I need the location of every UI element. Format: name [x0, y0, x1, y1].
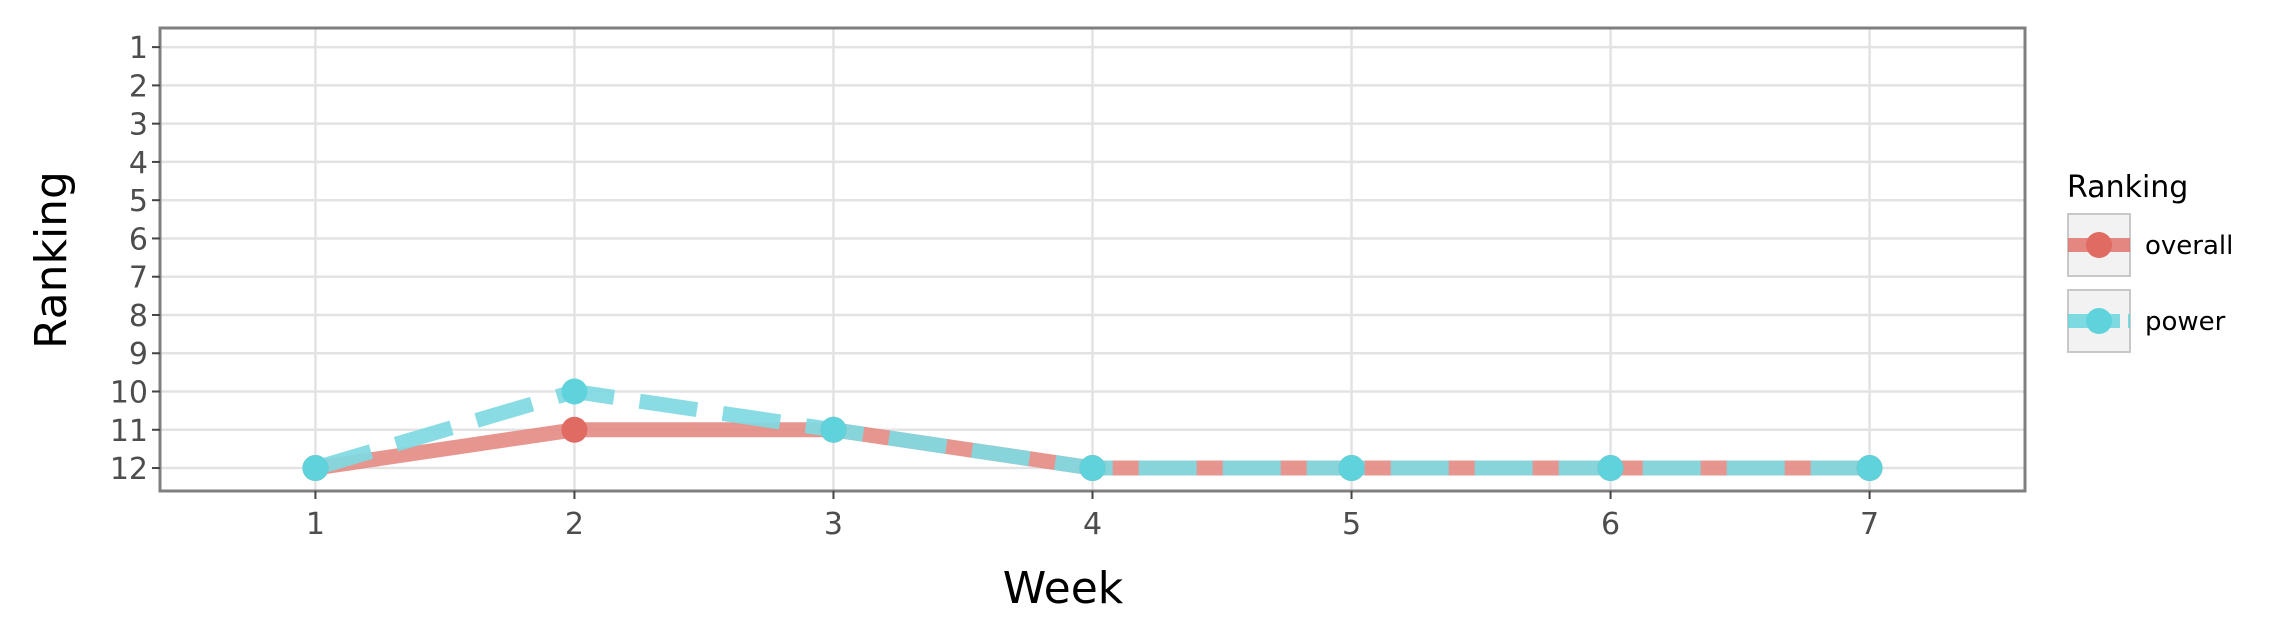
data-point-power: [302, 455, 329, 482]
data-point-power: [1856, 455, 1883, 482]
y-tick-label: 8: [129, 299, 148, 334]
legend: Ranking overall power: [2067, 170, 2233, 353]
y-axis-title: Ranking: [26, 171, 77, 349]
legend-label-overall: overall: [2145, 231, 2233, 261]
y-tick-label: 3: [129, 108, 148, 143]
data-point-power: [1079, 455, 1106, 482]
data-point-power: [1597, 455, 1624, 482]
y-tick-label: 10: [110, 376, 148, 411]
legend-label-power: power: [2145, 307, 2226, 337]
x-tick-label: 7: [1860, 507, 1879, 542]
x-axis-title: Week: [1003, 563, 1124, 614]
x-tick-label: 2: [565, 507, 584, 542]
data-point-power: [561, 378, 588, 405]
legend-point-power: [2086, 308, 2112, 334]
data-point-power: [820, 416, 847, 443]
y-tick-label: 2: [129, 69, 148, 104]
legend-point-overall: [2086, 232, 2112, 258]
x-tick-label: 4: [1083, 507, 1102, 542]
y-tick-label: 11: [110, 414, 148, 449]
x-tick-label: 1: [306, 507, 325, 542]
data-point-power: [1338, 455, 1365, 482]
legend-entries: overall power: [2067, 213, 2233, 353]
legend-title: Ranking: [2067, 170, 2188, 205]
y-tick-label: 6: [129, 222, 148, 257]
data-point-overall: [561, 416, 588, 443]
y-tick-label: 1: [129, 31, 148, 66]
y-tick-label: 4: [129, 146, 148, 181]
x-tick-label: 6: [1601, 507, 1620, 542]
x-tick-label: 3: [824, 507, 843, 542]
y-tick-label: 12: [110, 452, 148, 487]
y-tick-label: 5: [129, 184, 148, 219]
y-tick-label: 7: [129, 261, 148, 296]
series-points: [302, 378, 1883, 482]
x-tick-label: 5: [1342, 507, 1361, 542]
y-tick-label: 9: [129, 337, 148, 372]
